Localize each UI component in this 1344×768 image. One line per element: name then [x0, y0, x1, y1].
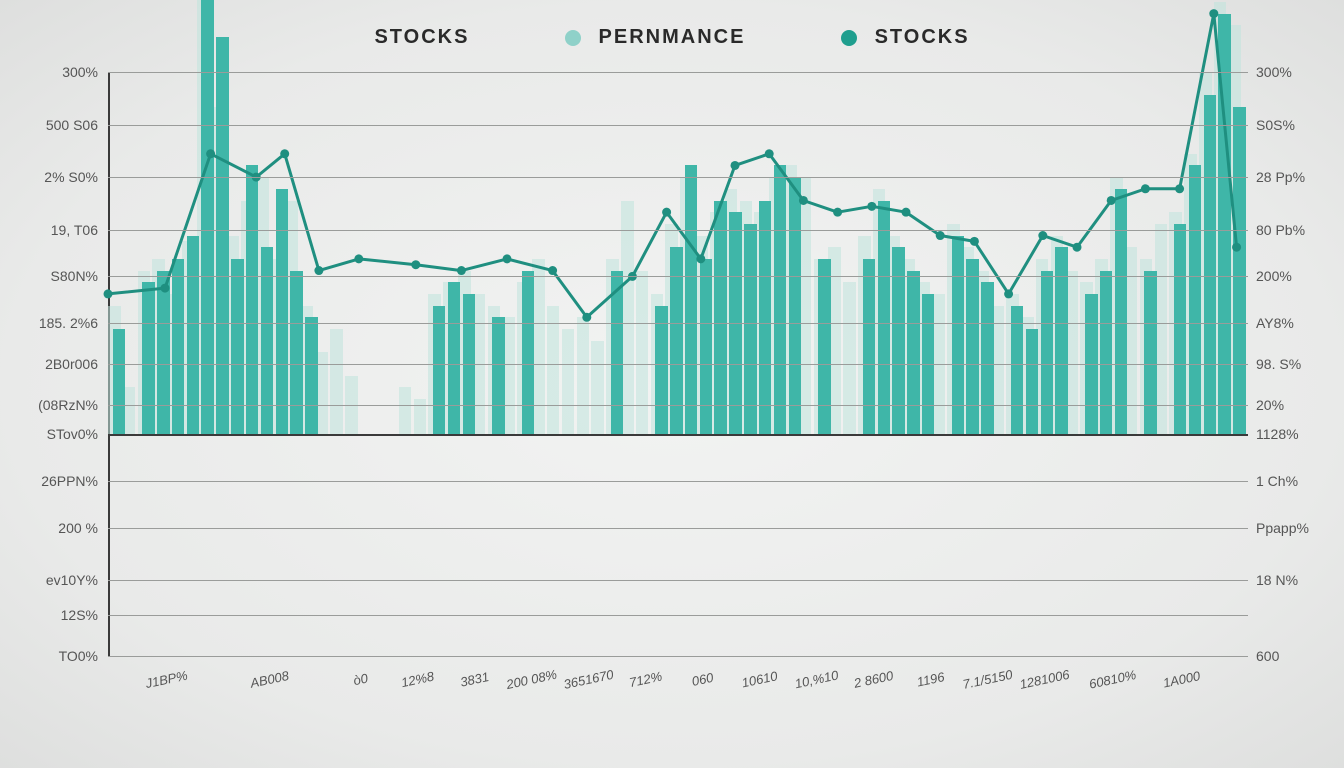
xtick: AB008 — [248, 668, 289, 691]
line-marker — [1232, 243, 1241, 252]
xtick: 3831 — [459, 669, 490, 690]
ytick-right: AY8% — [1256, 315, 1336, 331]
legend-dot-icon — [841, 30, 857, 46]
ytick-right: 18 N% — [1256, 572, 1336, 588]
xtick: 1196 — [915, 669, 945, 689]
gridline — [108, 615, 1248, 616]
ytick-right: 20% — [1256, 397, 1336, 413]
xtick: 12%8 — [400, 669, 436, 691]
gridline — [108, 230, 1248, 231]
gridline — [108, 276, 1248, 277]
line-marker — [280, 149, 289, 158]
gridline — [108, 580, 1248, 581]
ytick-right: S0S% — [1256, 117, 1336, 133]
xtick: 200 08% — [505, 667, 558, 692]
ytick-left: 2% S0% — [10, 169, 98, 185]
line-marker — [411, 260, 420, 269]
ytick-right: 28 Pp% — [1256, 169, 1336, 185]
gridline — [108, 364, 1248, 365]
legend-label: STOCKS — [374, 26, 469, 48]
line-marker — [902, 208, 911, 217]
line-marker — [867, 202, 876, 211]
gridline — [108, 528, 1248, 529]
ytick-left: 12S% — [10, 607, 98, 623]
line-marker — [1073, 243, 1082, 252]
line-marker — [799, 196, 808, 205]
gridline — [108, 481, 1248, 482]
line-marker — [354, 254, 363, 263]
line-marker — [765, 149, 774, 158]
xtick: ò0 — [352, 670, 369, 688]
gridline — [108, 656, 1248, 657]
line-marker — [104, 289, 113, 298]
gridline — [108, 323, 1248, 324]
xtick: 2 8600 — [852, 668, 894, 691]
line-marker — [314, 266, 323, 275]
plot-area — [108, 72, 1248, 656]
line-marker — [970, 237, 979, 246]
line-marker — [503, 254, 512, 263]
line-marker — [548, 266, 557, 275]
legend-item-0: STOCKS — [374, 26, 469, 49]
line-marker — [1141, 184, 1150, 193]
ytick-left: (08RzN% — [10, 397, 98, 413]
ytick-right: 98. S% — [1256, 356, 1336, 372]
xtick: 1A000 — [1161, 668, 1201, 690]
ytick-right: 1 Ch% — [1256, 473, 1336, 489]
ytick-left: 19, T06 — [10, 222, 98, 238]
xtick: 712% — [628, 669, 664, 691]
xtick: J1BP% — [144, 668, 189, 692]
gridline — [108, 125, 1248, 126]
ytick-right: 1128% — [1256, 426, 1336, 442]
xtick: 060 — [690, 670, 714, 689]
legend-dot-icon — [565, 30, 581, 46]
line-marker — [582, 313, 591, 322]
line-marker — [662, 208, 671, 217]
xtick: 7.1/5150 — [961, 667, 1014, 692]
gridline — [108, 177, 1248, 178]
line-marker — [1038, 231, 1047, 240]
gridline — [108, 405, 1248, 406]
ytick-right: 80 Pb% — [1256, 222, 1336, 238]
line-marker — [1209, 9, 1218, 18]
ytick-left: 500 S06 — [10, 117, 98, 133]
ytick-left: 26PPN% — [10, 473, 98, 489]
line-marker — [206, 149, 215, 158]
line-marker — [936, 231, 945, 240]
ytick-left: 185. 2%6 — [10, 315, 98, 331]
line-path — [108, 14, 1237, 318]
legend-item-2: STOCKS — [841, 26, 970, 49]
legend-item-1: PERNMANCE — [565, 26, 745, 49]
line-marker — [833, 208, 842, 217]
ytick-left: 200 % — [10, 520, 98, 536]
ytick-left: 300% — [10, 64, 98, 80]
line-marker — [1175, 184, 1184, 193]
ytick-right: Ppapp% — [1256, 520, 1336, 536]
ytick-left: S80N% — [10, 268, 98, 284]
ytick-left: TO0% — [10, 648, 98, 664]
line-marker — [696, 254, 705, 263]
ytick-left: STov0% — [10, 426, 98, 442]
line-marker — [1004, 289, 1013, 298]
xtick: 3651670 — [562, 667, 615, 692]
legend-label: STOCKS — [875, 26, 970, 48]
line-marker — [457, 266, 466, 275]
xtick: 10610 — [740, 668, 778, 690]
gridline — [108, 434, 1248, 436]
ytick-left: ev10Y% — [10, 572, 98, 588]
chart-canvas: { "legend":{ "items":[ {"label":"STOCKS"… — [0, 0, 1344, 768]
gridline — [108, 72, 1248, 73]
xtick: 60810% — [1088, 667, 1138, 692]
xtick: 10,%10 — [793, 667, 839, 691]
line-marker — [161, 284, 170, 293]
ytick-left: 2B0r006 — [10, 356, 98, 372]
line-marker — [731, 161, 740, 170]
ytick-right: 300% — [1256, 64, 1336, 80]
xtick: 1281006 — [1018, 667, 1071, 692]
ytick-right: 200% — [1256, 268, 1336, 284]
legend-label: PERNMANCE — [599, 26, 746, 48]
ytick-right: 600 — [1256, 648, 1336, 664]
line-marker — [1107, 196, 1116, 205]
